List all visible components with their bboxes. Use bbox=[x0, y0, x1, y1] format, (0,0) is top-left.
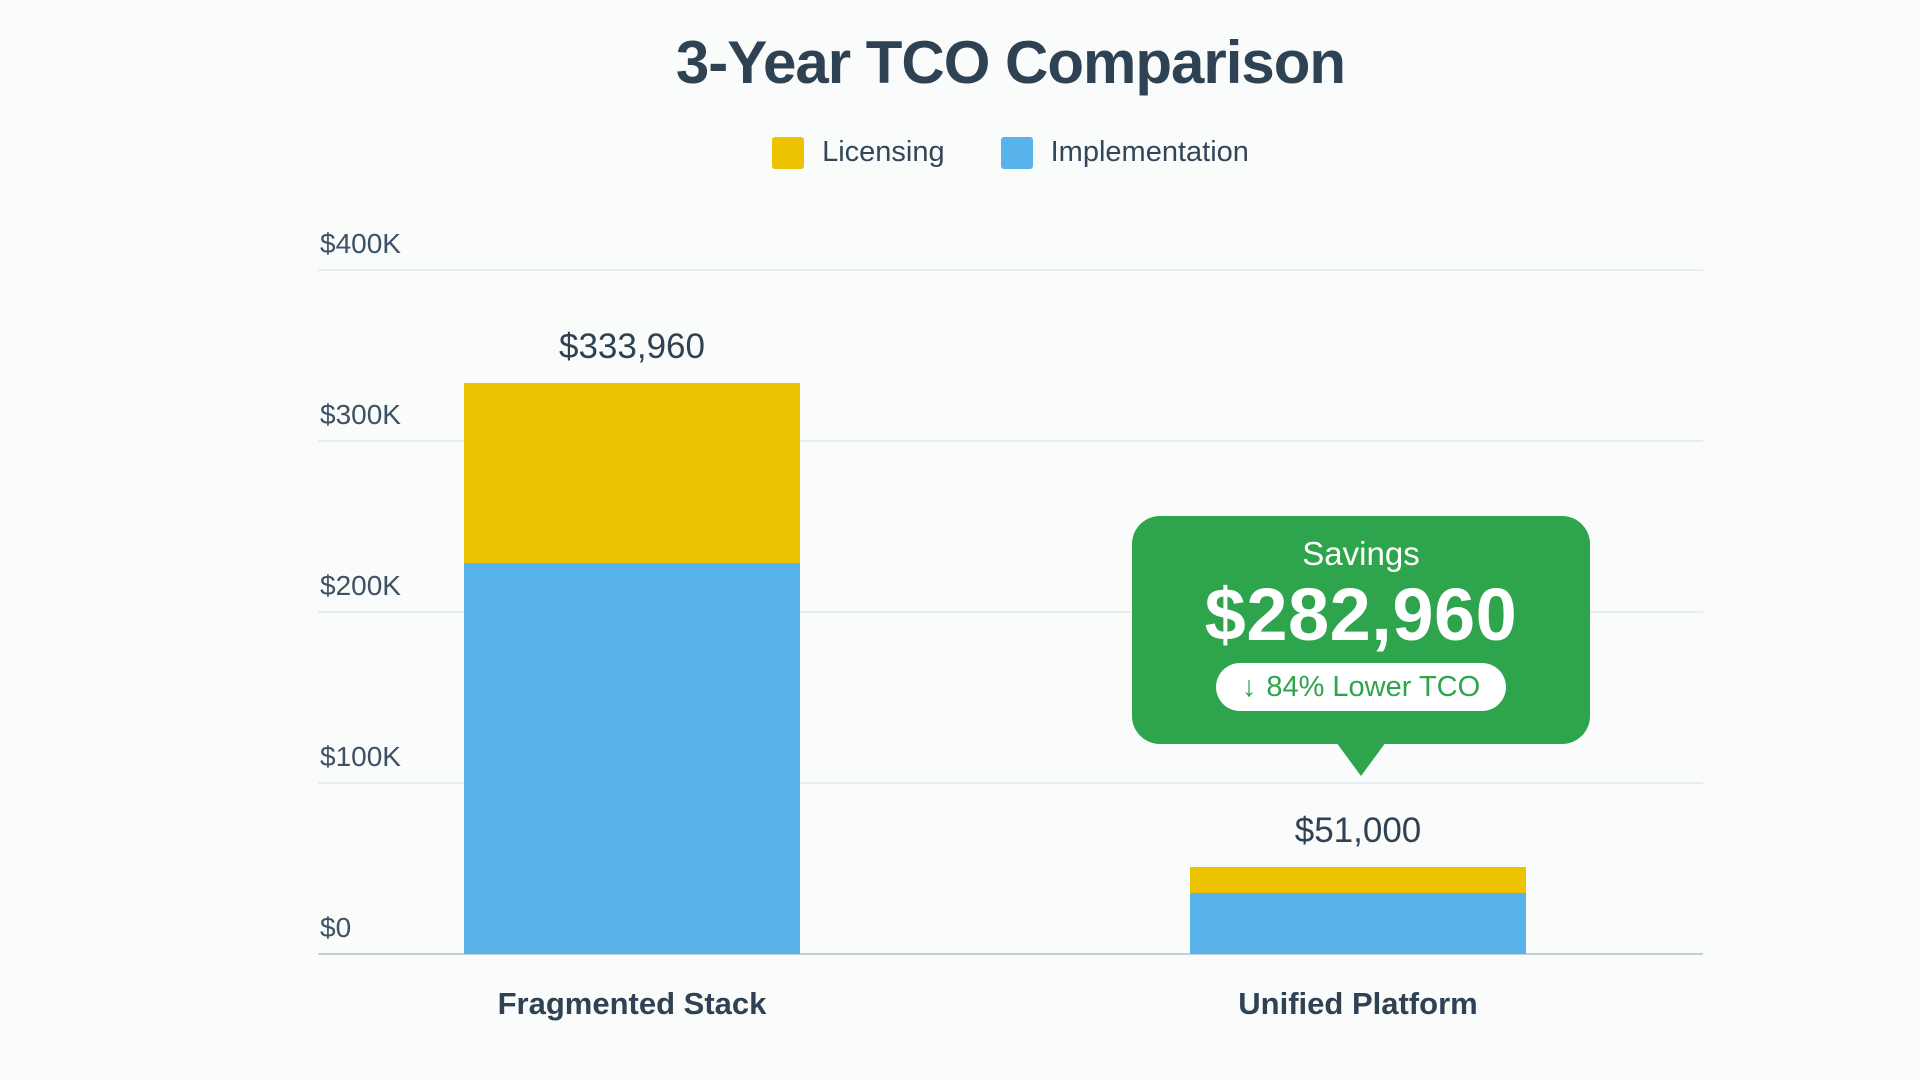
x-axis-line bbox=[318, 953, 1703, 955]
savings-callout-pointer bbox=[1336, 742, 1386, 776]
savings-callout-badge: ↓ 84% Lower TCO bbox=[1215, 663, 1507, 711]
savings-callout-title: Savings bbox=[1302, 535, 1420, 572]
legend-item-implementation: Implementation bbox=[1000, 136, 1249, 169]
bar-fragmented-stack bbox=[464, 383, 800, 954]
y-tick-label: $300K bbox=[320, 399, 401, 430]
y-tick-label: $200K bbox=[320, 570, 401, 601]
bar-unified-platform bbox=[1190, 867, 1526, 954]
legend: Licensing Implementation bbox=[318, 136, 1703, 169]
category-label: Unified Platform bbox=[1238, 986, 1478, 1021]
savings-callout-amount: $282,960 bbox=[1204, 573, 1518, 656]
y-tick-label: $400K bbox=[320, 228, 401, 259]
legend-swatch-icon bbox=[772, 136, 805, 169]
legend-label: Licensing bbox=[822, 136, 945, 168]
category-label: Fragmented Stack bbox=[497, 986, 767, 1021]
savings-callout: Savings $282,960 ↓ 84% Lower TCO bbox=[1132, 516, 1590, 744]
legend-label: Implementation bbox=[1050, 136, 1249, 168]
arrow-down-icon: ↓ bbox=[1241, 670, 1257, 703]
chart-title: 3-Year TCO Comparison bbox=[675, 29, 1346, 96]
y-tick-label: $100K bbox=[320, 741, 401, 772]
y-tick-label: $0 bbox=[320, 912, 352, 943]
bar-total-label: $51,000 bbox=[1294, 811, 1422, 850]
gridline bbox=[318, 782, 1703, 784]
bar-segment-implementation bbox=[464, 563, 800, 954]
bar-total-label: $333,960 bbox=[559, 327, 705, 366]
legend-item-licensing: Licensing bbox=[772, 136, 945, 169]
gridline bbox=[318, 440, 1703, 442]
gridline bbox=[318, 611, 1703, 613]
bar-segment-implementation bbox=[1190, 893, 1526, 954]
legend-swatch-icon bbox=[1000, 136, 1033, 169]
gridline bbox=[318, 269, 1703, 271]
bar-segment-licensing bbox=[464, 383, 800, 563]
savings-callout-badge-text: 84% Lower TCO bbox=[1266, 670, 1481, 703]
bar-segment-licensing bbox=[1190, 867, 1526, 893]
